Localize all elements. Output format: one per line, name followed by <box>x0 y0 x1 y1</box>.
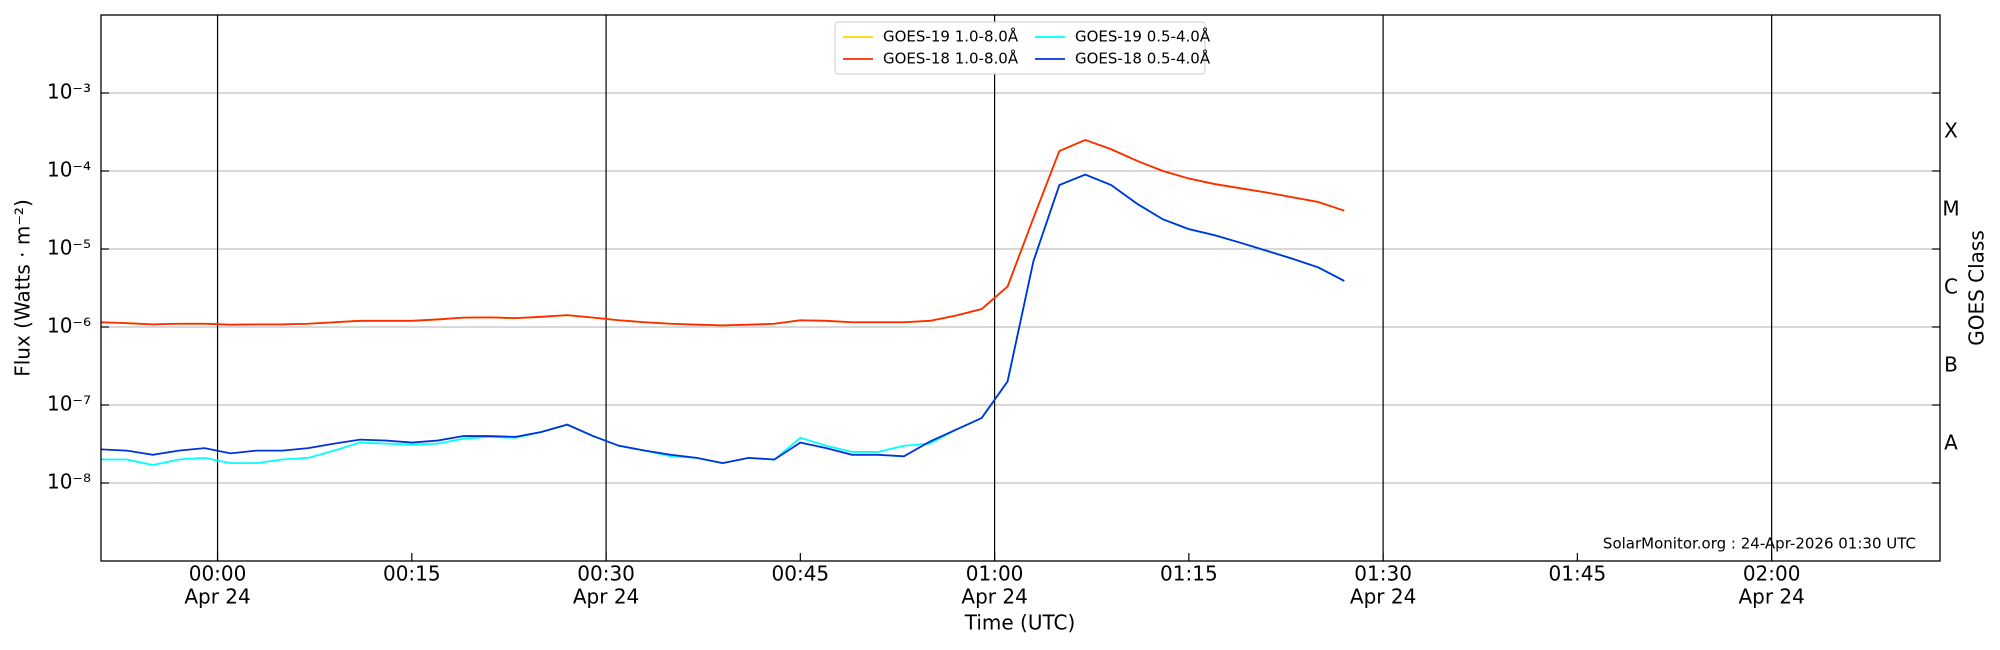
x-tick-label: 00:00 <box>189 562 247 586</box>
y-tick-label: 10⁻³ <box>47 80 91 104</box>
x-tick-date: Apr 24 <box>573 585 639 609</box>
x-tick-date: Apr 24 <box>1350 585 1416 609</box>
y2-axis-label: GOES Class <box>1965 230 1989 346</box>
class-label: B <box>1944 353 1958 377</box>
series-line <box>101 173 1345 466</box>
x-tick-date: Apr 24 <box>1738 585 1804 609</box>
series-line <box>100 173 1345 465</box>
legend-label: GOES-18 0.5-4.0Å <box>1075 49 1211 68</box>
legend-label: GOES-19 0.5-4.0Å <box>1075 27 1211 46</box>
y-tick-label: 10⁻⁸ <box>47 470 91 494</box>
series-line <box>100 138 1345 327</box>
x-tick-label: 01:30 <box>1354 562 1412 586</box>
y-tick-label: 10⁻⁶ <box>47 314 91 338</box>
legend-label: GOES-18 1.0-8.0Å <box>883 49 1019 68</box>
y-tick-label: 10⁻⁵ <box>47 236 91 260</box>
x-tick-label: 00:30 <box>577 562 635 586</box>
x-tick-label: 02:00 <box>1743 562 1801 586</box>
y-axis-label: Flux (Watts · m⁻²) <box>11 199 35 377</box>
y-tick-label: 10⁻⁷ <box>47 392 91 416</box>
x-tick-label: 01:00 <box>966 562 1024 586</box>
legend-box <box>834 21 1206 75</box>
x-tick-date: Apr 24 <box>184 585 250 609</box>
legend: GOES-19 1.0-8.0Å GOES-18 1.0-8.0Å GOES-19 … <box>834 21 1211 75</box>
x-tick-label: 01:15 <box>1160 562 1218 586</box>
y-tick-label: 10⁻⁴ <box>47 158 91 182</box>
annotation: SolarMonitor.org : 24-Apr-2026 01:30 UTC <box>1603 535 1916 553</box>
x-axis-label: Time (UTC) <box>964 611 1076 635</box>
x-tick-label: 01:45 <box>1549 562 1607 586</box>
plot-frame <box>100 14 1941 562</box>
series-line <box>100 138 1345 327</box>
x-tick-label: 00:15 <box>383 562 441 586</box>
x-tick-label: 00:45 <box>772 562 830 586</box>
x-tick-date: Apr 24 <box>961 585 1027 609</box>
class-label: M <box>1942 197 1959 221</box>
class-label: A <box>1944 431 1958 455</box>
class-label: X <box>1944 119 1958 143</box>
legend-label: GOES-19 1.0-8.0Å <box>883 27 1019 46</box>
class-label: C <box>1944 275 1958 299</box>
